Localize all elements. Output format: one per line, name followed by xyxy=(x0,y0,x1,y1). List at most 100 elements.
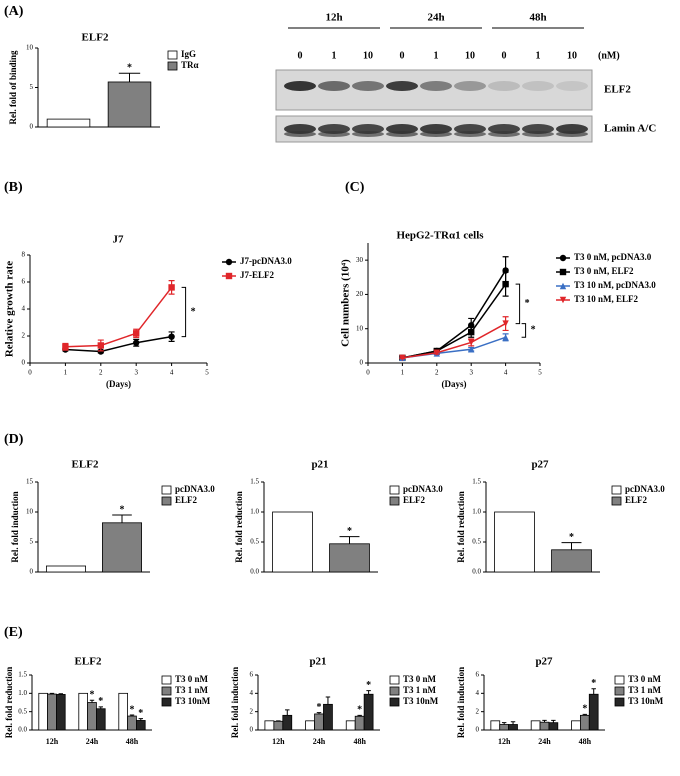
legend-label: J7-pcDNA3.0 xyxy=(240,256,292,266)
marker xyxy=(399,354,406,362)
x-tick-label: 0 xyxy=(366,369,370,377)
marker xyxy=(468,339,475,346)
marker xyxy=(62,343,69,350)
y-tick-label: 1.5 xyxy=(250,478,259,486)
bar xyxy=(46,565,87,573)
legend-marker xyxy=(225,258,233,266)
legend-marker xyxy=(225,272,233,280)
bar xyxy=(490,720,501,731)
dose-label: 1 xyxy=(434,50,439,61)
legend-label: pcDNA3.0 xyxy=(403,484,443,494)
significance-label: * xyxy=(191,306,196,317)
y-axis-label: Rel. fold reduction xyxy=(234,491,244,563)
blot-band xyxy=(284,131,316,137)
dose-label: 10 xyxy=(363,50,373,61)
marker xyxy=(468,346,475,353)
legend-swatch xyxy=(611,485,622,495)
error-bar xyxy=(118,72,141,82)
legend-marker xyxy=(559,296,567,304)
error-bar xyxy=(285,709,290,716)
error-bar xyxy=(501,722,507,725)
error-bar xyxy=(561,542,582,550)
legend-swatch xyxy=(614,675,625,685)
y-tick-label: 4 xyxy=(22,305,26,313)
legend-label: T3 0 nM, pcDNA3.0 xyxy=(574,252,652,262)
marker xyxy=(502,334,509,341)
error-bar xyxy=(129,714,135,717)
y-tick-label: 0 xyxy=(360,359,364,367)
bar xyxy=(56,694,66,731)
bar xyxy=(530,720,541,731)
y-tick-label: 0 xyxy=(22,359,26,367)
y-tick-label: 6 xyxy=(250,671,254,679)
dose-label: 10 xyxy=(465,50,475,61)
bar xyxy=(539,721,550,731)
x-tick-label: 48h xyxy=(126,737,139,746)
bar xyxy=(508,724,518,731)
bar xyxy=(273,720,284,731)
blot-band xyxy=(454,81,486,91)
significance-label: * xyxy=(120,504,125,515)
time-label: 48h xyxy=(529,12,546,24)
marker xyxy=(168,333,175,340)
dose-label: 0 xyxy=(502,50,507,61)
error-bar xyxy=(357,714,362,717)
y-tick-label: 0 xyxy=(30,123,34,131)
chart-title: ELF2 xyxy=(72,459,99,471)
legend-swatch xyxy=(161,496,172,506)
series-line xyxy=(402,270,507,359)
y-tick-label: 10 xyxy=(26,508,34,516)
x-tick-label: 48h xyxy=(579,737,592,746)
y-tick-label: 5 xyxy=(30,83,34,91)
legend-label: T3 10nM xyxy=(628,696,664,706)
blot-band xyxy=(556,131,588,137)
chart-title: J7 xyxy=(113,234,125,246)
bar xyxy=(551,549,592,573)
dose-label: 1 xyxy=(332,50,337,61)
y-tick-label: 10 xyxy=(356,324,364,332)
blot-band xyxy=(488,131,520,137)
error-bar xyxy=(542,719,547,723)
legend-swatch xyxy=(614,686,625,696)
error-bar xyxy=(366,690,371,695)
x-tick-label: 24h xyxy=(538,737,551,746)
blot-band xyxy=(522,81,554,91)
y-tick-label: 0 xyxy=(30,568,34,576)
bar xyxy=(305,720,315,731)
y-tick-label: 2 xyxy=(250,707,254,715)
y-axis-label: Rel. fold induction xyxy=(456,667,466,738)
bar xyxy=(47,693,57,731)
bar xyxy=(127,715,137,731)
error-bar xyxy=(58,693,63,695)
significance-bracket xyxy=(515,283,521,325)
legend-label: T3 10nM xyxy=(403,696,439,706)
y-axis-label: Rel. fold induction xyxy=(10,491,20,562)
legend-label: TRα xyxy=(181,60,199,70)
legend-swatch xyxy=(167,50,178,60)
legend-label: T3 10 nM, ELF2 xyxy=(574,294,639,304)
bar xyxy=(282,714,293,731)
blot-band xyxy=(488,81,520,91)
bar xyxy=(588,693,599,731)
error-bar xyxy=(89,699,95,703)
significance-label: * xyxy=(317,702,322,713)
marker xyxy=(133,339,140,346)
significance-bracket xyxy=(521,323,527,338)
legend-swatch xyxy=(389,675,400,685)
x-tick-label: 1 xyxy=(64,369,68,377)
dose-label: 1 xyxy=(536,50,541,61)
legend-marker xyxy=(559,282,567,290)
legend-swatch xyxy=(167,61,178,71)
marker xyxy=(133,330,140,337)
bar xyxy=(314,713,324,731)
chart-title: p27 xyxy=(535,656,553,668)
legend-label: T3 0 nM xyxy=(628,674,662,684)
legend-label: T3 1 nM xyxy=(403,685,437,695)
x-axis-label: (Days) xyxy=(106,379,131,389)
significance-label: * xyxy=(138,708,143,719)
marker xyxy=(502,280,509,288)
unit-label: (nM) xyxy=(598,50,620,61)
error-bar xyxy=(582,713,588,716)
y-tick-label: 8 xyxy=(22,251,26,259)
y-axis-label: Rel. fold reduction xyxy=(4,667,14,739)
